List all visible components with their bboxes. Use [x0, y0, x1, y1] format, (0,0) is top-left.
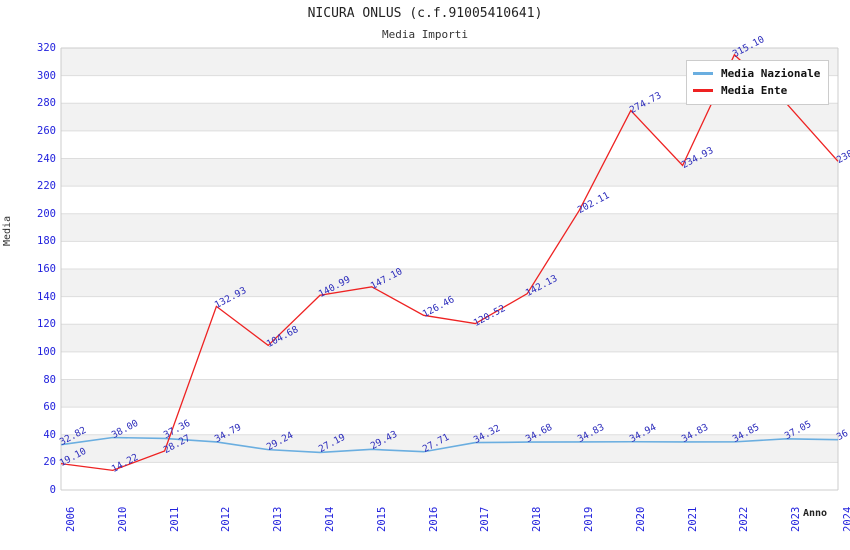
x-tick-label: 2014 — [324, 506, 336, 532]
x-tick-label: 2006 — [65, 506, 77, 532]
series-line-media-nazionale[interactable] — [60, 436, 839, 454]
x-tick-label: 2010 — [116, 506, 129, 532]
grid-band — [61, 434, 838, 463]
x-tick-label: 2022 — [738, 506, 751, 532]
x-tick-label: 2021 — [686, 506, 699, 532]
x-tick-label: 2020 — [634, 506, 647, 532]
y-tick-label: 120 — [37, 318, 56, 331]
y-tick-label: 60 — [43, 401, 56, 414]
y-tick-label: 320 — [37, 42, 56, 54]
y-tick-label: 140 — [37, 290, 56, 303]
x-tick-label: 2016 — [427, 506, 440, 532]
y-tick-label: 240 — [37, 152, 56, 165]
x-tick-label: 2012 — [220, 506, 233, 532]
y-tick-label: 40 — [43, 428, 56, 441]
y-tick-label: 160 — [37, 263, 56, 275]
chart-legend: Media Nazionale Media Ente — [686, 60, 830, 105]
legend-item-media-ente[interactable]: Media Ente — [693, 82, 820, 99]
x-tick-label: 2017 — [479, 506, 492, 532]
y-tick-label: 280 — [37, 97, 56, 110]
x-tick-label: 2011 — [168, 506, 181, 532]
y-tick-label: 100 — [37, 345, 56, 358]
grid-band — [61, 269, 838, 297]
legend-label-media-nazionale: Media Nazionale — [721, 67, 821, 80]
y-tick-label: 260 — [37, 124, 56, 137]
chart-subtitle: Media Importi — [381, 28, 469, 41]
x-tick-label: 2023 — [790, 506, 803, 532]
y-tick-label: 20 — [43, 456, 56, 469]
y-tick-label: 180 — [37, 235, 56, 248]
y-tick-label: 220 — [37, 180, 56, 193]
grid-band — [61, 103, 838, 131]
legend-swatch-media-ente — [693, 89, 713, 92]
chart-title: NICURA ONLUS (c.f.91005410641) — [307, 6, 543, 21]
series-line-media-ente[interactable] — [60, 53, 839, 472]
x-tick-label: 2018 — [531, 506, 544, 532]
y-tick-label: 0 — [49, 484, 56, 496]
y-tick-label: 200 — [37, 207, 56, 220]
grid-band — [61, 213, 838, 242]
y-tick-label: 300 — [37, 69, 56, 82]
x-tick-label: 2015 — [375, 506, 388, 532]
grid-band — [61, 324, 838, 352]
legend-item-media-nazionale[interactable]: Media Nazionale — [693, 65, 820, 82]
legend-swatch-media-nazionale — [693, 72, 713, 75]
x-axis-label: Anno — [803, 508, 828, 519]
grid-band — [61, 379, 838, 408]
x-tick-label: 2019 — [583, 506, 595, 532]
y-tick-label: 80 — [43, 373, 56, 386]
x-tick-label: 2013 — [272, 506, 285, 532]
grid-band — [61, 158, 838, 187]
legend-label-media-ente: Media Ente — [721, 84, 788, 97]
x-tick-label: 2024 — [842, 506, 850, 532]
